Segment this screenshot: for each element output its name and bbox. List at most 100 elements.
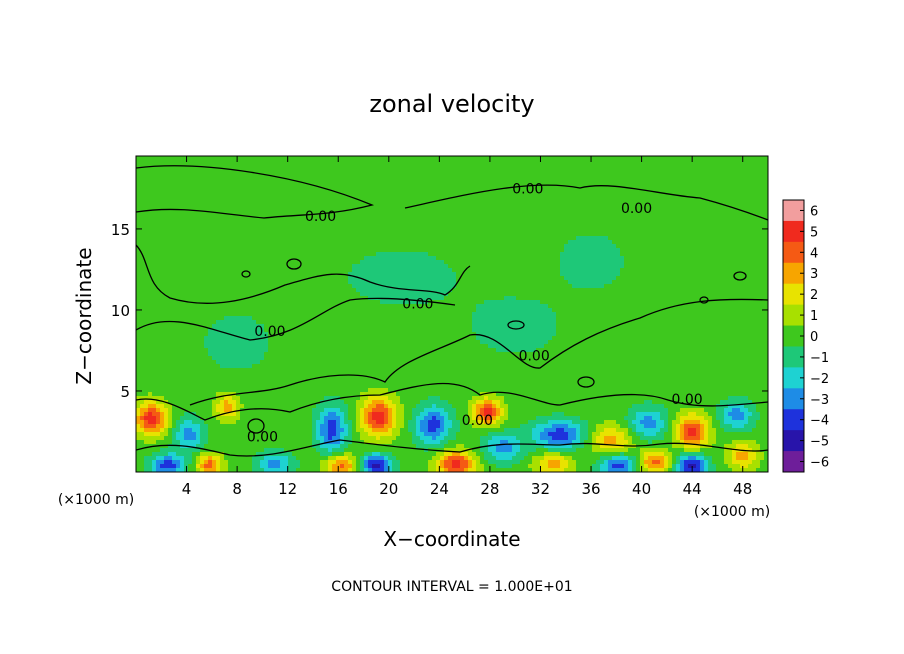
heatmap-cell xyxy=(144,344,149,349)
heatmap-cell xyxy=(212,380,217,385)
heatmap-cell xyxy=(336,352,341,357)
heatmap-cell xyxy=(256,364,261,369)
heatmap-cell xyxy=(328,344,333,349)
heatmap-cell xyxy=(268,456,273,461)
heatmap-cell xyxy=(300,252,305,257)
heatmap-cell xyxy=(260,160,265,165)
heatmap-cell xyxy=(224,464,229,469)
heatmap-cell xyxy=(168,268,173,273)
heatmap-cell xyxy=(280,388,285,393)
heatmap-cell xyxy=(336,264,341,269)
heatmap-cell xyxy=(212,176,217,181)
heatmap-cell xyxy=(308,252,313,257)
heatmap-cell xyxy=(252,392,257,397)
heatmap-cell xyxy=(368,392,373,397)
heatmap-cell xyxy=(160,248,165,253)
heatmap-cell xyxy=(372,156,377,161)
heatmap-cell xyxy=(348,160,353,165)
heatmap-cell xyxy=(172,340,177,345)
heatmap-cell xyxy=(340,220,345,225)
heatmap-cell xyxy=(292,436,297,441)
heatmap-cell xyxy=(292,340,297,345)
heatmap-cell xyxy=(360,424,365,429)
heatmap-cell xyxy=(168,364,173,369)
heatmap-cell xyxy=(176,200,181,205)
heatmap-cell xyxy=(220,388,225,393)
heatmap-cell xyxy=(276,240,281,245)
heatmap-cell xyxy=(188,412,193,417)
heatmap-cell xyxy=(180,396,185,401)
heatmap-cell xyxy=(296,264,301,269)
heatmap-cell xyxy=(332,324,337,329)
heatmap-cell xyxy=(196,348,201,353)
heatmap-cell xyxy=(356,256,361,261)
heatmap-cell xyxy=(232,416,237,421)
heatmap-cell xyxy=(204,360,209,365)
heatmap-cell xyxy=(252,396,257,401)
heatmap-cell xyxy=(196,412,201,417)
heatmap-cell xyxy=(312,208,317,213)
heatmap-cell xyxy=(300,300,305,305)
heatmap-cell xyxy=(340,284,345,289)
heatmap-cell xyxy=(252,456,257,461)
heatmap-cell xyxy=(304,376,309,381)
heatmap-cell xyxy=(304,176,309,181)
heatmap-cell xyxy=(224,160,229,165)
heatmap-cell xyxy=(332,164,337,169)
heatmap-cell xyxy=(240,308,245,313)
heatmap-cell xyxy=(156,460,161,465)
heatmap-cell xyxy=(156,424,161,429)
heatmap-cell xyxy=(156,408,161,413)
heatmap-cell xyxy=(188,256,193,261)
heatmap-cell xyxy=(320,260,325,265)
heatmap-cell xyxy=(188,336,193,341)
heatmap-cell xyxy=(196,268,201,273)
heatmap-cell xyxy=(252,460,257,465)
heatmap-cell xyxy=(208,280,213,285)
heatmap-cell xyxy=(196,384,201,389)
heatmap-cell xyxy=(372,348,377,353)
heatmap-cell xyxy=(296,308,301,313)
heatmap-cell xyxy=(320,240,325,245)
heatmap-cell xyxy=(308,332,313,337)
heatmap-cell xyxy=(332,248,337,253)
heatmap-cell xyxy=(184,404,189,409)
heatmap-cell xyxy=(284,296,289,301)
heatmap-cell xyxy=(156,344,161,349)
heatmap-cell xyxy=(356,244,361,249)
heatmap-cell xyxy=(332,428,337,433)
heatmap-cell xyxy=(208,252,213,257)
heatmap-cell xyxy=(160,228,165,233)
heatmap-cell xyxy=(388,216,393,221)
heatmap-cell xyxy=(184,352,189,357)
heatmap-cell xyxy=(280,296,285,301)
heatmap-cell xyxy=(160,360,165,365)
heatmap-cell xyxy=(232,340,237,345)
heatmap-cell xyxy=(184,452,189,457)
heatmap-cell xyxy=(312,400,317,405)
heatmap-cell xyxy=(264,336,269,341)
heatmap-cell xyxy=(348,428,353,433)
heatmap-cell xyxy=(180,232,185,237)
heatmap-cell xyxy=(280,220,285,225)
heatmap-cell xyxy=(248,460,253,465)
heatmap-cell xyxy=(308,440,313,445)
heatmap-cell xyxy=(252,260,257,265)
heatmap-cell xyxy=(212,388,217,393)
heatmap-cell xyxy=(212,288,217,293)
heatmap-cell xyxy=(260,192,265,197)
heatmap-cell xyxy=(348,276,353,281)
heatmap-cell xyxy=(292,372,297,377)
heatmap-cell xyxy=(308,344,313,349)
heatmap-cell xyxy=(224,420,229,425)
heatmap-cell xyxy=(344,428,349,433)
heatmap-cell xyxy=(272,428,277,433)
heatmap-cell xyxy=(380,180,385,185)
heatmap-cell xyxy=(352,460,357,465)
heatmap-cell xyxy=(356,196,361,201)
heatmap-cell xyxy=(344,256,349,261)
heatmap-cell xyxy=(264,164,269,169)
heatmap-cell xyxy=(284,444,289,449)
heatmap-cell xyxy=(300,232,305,237)
heatmap-cell xyxy=(148,292,153,297)
